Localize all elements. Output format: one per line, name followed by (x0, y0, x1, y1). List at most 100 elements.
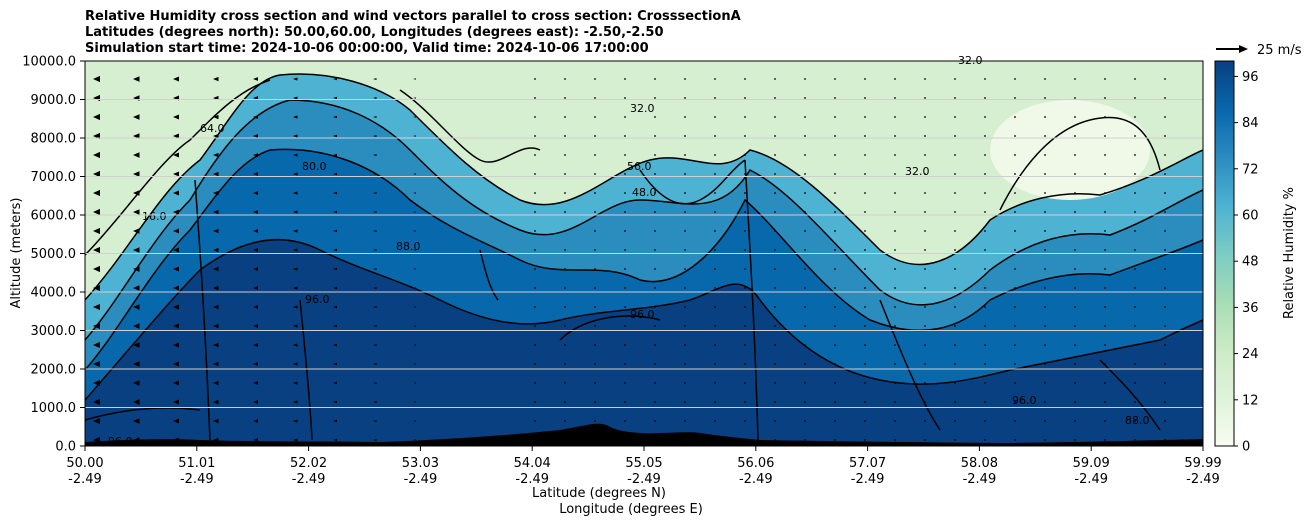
wind-dot (864, 420, 866, 422)
wind-dot (594, 173, 596, 175)
wind-arrow (213, 114, 219, 120)
wind-dot (1014, 97, 1016, 99)
wind-dot (1044, 230, 1046, 232)
wind-arrow (253, 305, 258, 309)
wind-arrow (333, 267, 337, 271)
wind-dot (624, 116, 626, 118)
wind-dot (714, 420, 716, 422)
wind-dot (1164, 78, 1166, 80)
wind-dot (534, 249, 536, 251)
wind-arrow (373, 249, 377, 251)
wind-dot (564, 382, 566, 384)
wind-dot (1014, 401, 1016, 403)
wind-arrow (213, 304, 219, 310)
wind-dot (834, 344, 836, 346)
wind-dot (894, 211, 896, 213)
wind-dot (984, 382, 986, 384)
wind-dot (894, 154, 896, 156)
y-axis-label: Altitude (meters) (9, 198, 24, 309)
wind-dot (654, 154, 656, 156)
wind-dot (654, 344, 656, 346)
wind-dot (684, 249, 686, 251)
wind-dot (894, 116, 896, 118)
y-tick-label: 1000.0 (31, 401, 77, 416)
wind-dot (954, 173, 956, 175)
wind-dot (954, 401, 956, 403)
wind-dot (594, 268, 596, 270)
wind-arrow (253, 362, 258, 366)
wind-dot (714, 344, 716, 346)
wind-dot (1164, 268, 1166, 270)
wind-dot (954, 78, 956, 80)
wind-dot (744, 287, 746, 289)
wind-dot (1014, 173, 1016, 175)
wind-dot (534, 344, 536, 346)
wind-arrow (293, 134, 298, 138)
wind-dot (834, 401, 836, 403)
wind-dot (774, 287, 776, 289)
wind-dot (984, 192, 986, 194)
wind-arrow (373, 116, 377, 118)
wind-dot (1074, 344, 1076, 346)
wind-arrow (213, 361, 219, 367)
wind-arrow (333, 381, 337, 385)
wind-dot (534, 192, 536, 194)
x-tick-label-lon: -2.49 (404, 472, 438, 487)
wind-dot (744, 325, 746, 327)
wind-dot (564, 116, 566, 118)
wind-dot (894, 420, 896, 422)
x-tick-label-lat: 56.06 (737, 456, 774, 471)
wind-dot (534, 173, 536, 175)
wind-dot (774, 382, 776, 384)
wind-dot (834, 211, 836, 213)
wind-dot (564, 249, 566, 251)
wind-dot (564, 192, 566, 194)
wind-dot (1164, 325, 1166, 327)
wind-arrow (333, 229, 337, 233)
wind-dot (1044, 439, 1046, 441)
wind-dot (1104, 135, 1106, 137)
wind-arrow (333, 153, 337, 157)
wind-dot (1044, 135, 1046, 137)
wind-dot (684, 116, 686, 118)
contour-label: 96.0 (108, 435, 133, 448)
wind-arrow (173, 399, 179, 405)
wind-dot (774, 116, 776, 118)
wind-dot (534, 363, 536, 365)
wind-dot (864, 97, 866, 99)
wind-dot (1074, 78, 1076, 80)
wind-dot (654, 116, 656, 118)
wind-dot (894, 287, 896, 289)
wind-dot (834, 135, 836, 137)
wind-dot (774, 306, 776, 308)
contour-label: 56.0 (627, 160, 652, 173)
wind-dot (954, 325, 956, 327)
wind-dot (1134, 439, 1136, 441)
wind-arrow (373, 287, 377, 289)
wind-arrow (373, 135, 377, 137)
wind-arrow (413, 420, 416, 422)
wind-dot (1044, 268, 1046, 270)
wind-dot (834, 192, 836, 194)
wind-dot (1074, 154, 1076, 156)
wind-arrow (253, 153, 258, 157)
wind-arrow (413, 325, 416, 327)
wind-arrow (173, 323, 179, 329)
wind-dot (654, 401, 656, 403)
wind-dot (1104, 211, 1106, 213)
wind-dot (684, 420, 686, 422)
wind-dot (1044, 154, 1046, 156)
x-tick-label-lon: -2.49 (627, 472, 661, 487)
wind-dot (534, 325, 536, 327)
x-tick-label-lon: -2.49 (1074, 472, 1108, 487)
contour-label: 32.0 (905, 165, 930, 178)
wind-arrow (93, 360, 100, 368)
wind-dot (924, 325, 926, 327)
wind-arrow (413, 211, 416, 213)
wind-dot (564, 287, 566, 289)
wind-arrow (133, 323, 140, 329)
wind-arrow (173, 190, 179, 196)
wind-dot (1014, 230, 1016, 232)
wind-dot (624, 401, 626, 403)
wind-arrow (173, 266, 179, 272)
